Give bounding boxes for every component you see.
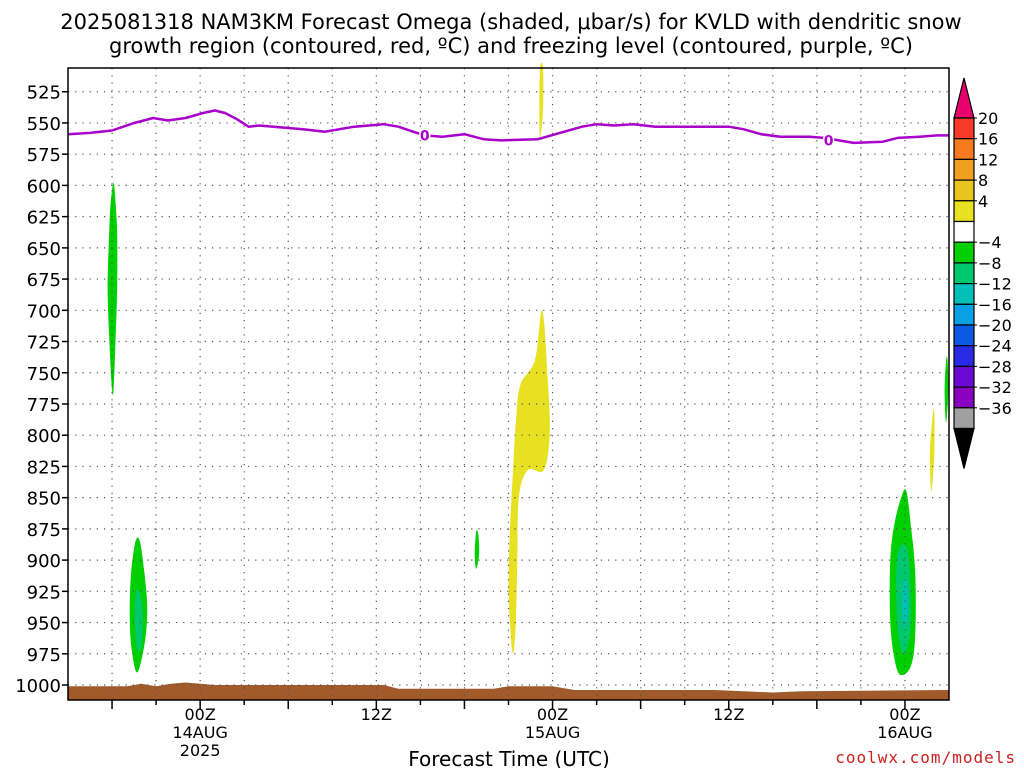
x-tick-label-12Z: 12Z — [361, 705, 392, 724]
y-tick-label-575: 575 — [27, 145, 61, 166]
x-axis-label: Forecast Time (UTC) — [408, 747, 610, 768]
colorbar-label: −28 — [978, 357, 1012, 376]
colorbar-segment — [953, 200, 975, 223]
colorbar-segment — [953, 365, 975, 388]
colorbar-segment — [953, 303, 975, 326]
omega-region-4 — [539, 62, 544, 138]
colorbar-label: −8 — [978, 254, 1002, 273]
omega-region-1 — [107, 182, 118, 396]
y-tick-label-900: 900 — [27, 551, 61, 572]
y-tick-label-750: 750 — [27, 364, 61, 385]
colorbar-segment — [953, 158, 975, 181]
colorbar-segment — [953, 324, 975, 347]
chart-title-line-2: growth region (contoured, red, ºC) and f… — [109, 34, 913, 58]
x-tick-label-00Z: 00Z — [889, 705, 920, 724]
y-tick-label-775: 775 — [27, 395, 61, 416]
colorbar-segment — [953, 220, 975, 243]
y-axis: 525 550 575 600 625 650 675 700 725 750 775 800 825 8… — [15, 83, 68, 697]
x-tick-label-16AUG: 16AUG — [877, 723, 932, 742]
y-tick-label-625: 625 — [27, 208, 61, 229]
colorbar-label: −20 — [978, 316, 1012, 335]
colorbar-segment — [953, 117, 975, 140]
y-tick-label-875: 875 — [27, 520, 61, 541]
freezing-level-contour-label: 0 — [824, 133, 834, 149]
x-tick-label-14AUG: 14AUG — [172, 723, 227, 742]
colorbar-label: 12 — [978, 150, 998, 169]
omega-region-6 — [474, 530, 480, 569]
colorbar-label: 20 — [978, 109, 998, 128]
colorbar-label: −12 — [978, 275, 1012, 294]
y-tick-label-675: 675 — [27, 270, 61, 291]
x-tick-label-12Z: 12Z — [713, 705, 744, 724]
colorbar-label: −36 — [978, 399, 1012, 418]
y-tick-label-650: 650 — [27, 239, 61, 260]
colorbar-label: −32 — [978, 378, 1012, 397]
omega-region-3 — [134, 589, 143, 652]
x-tick-label-00Z: 00Z — [184, 705, 215, 724]
watermark: coolwx.com/models — [835, 748, 1016, 767]
colorbar-segment — [953, 179, 975, 202]
y-tick-label-1000: 1000 — [15, 676, 61, 697]
colorbar-label: −16 — [978, 295, 1012, 314]
colorbar-label: −4 — [978, 233, 1002, 252]
x-tick-label-15AUG: 15AUG — [525, 723, 580, 742]
y-tick-label-550: 550 — [27, 114, 61, 135]
chart-title-line-1: 2025081318 NAM3KM Forecast Omega (shaded… — [60, 10, 961, 34]
terrain-layer — [68, 682, 949, 700]
y-tick-label-800: 800 — [27, 426, 61, 447]
colorbar-bottom-arrow — [953, 427, 975, 469]
colorbar-label: 4 — [978, 192, 988, 211]
freezing-level-line — [67, 109, 949, 145]
colorbar-segment — [953, 138, 975, 160]
colorbar-top-arrow — [953, 77, 975, 119]
y-tick-label-600: 600 — [27, 176, 61, 197]
y-tick-label-525: 525 — [27, 83, 61, 104]
y-tick-label-725: 725 — [27, 333, 61, 354]
terrain-fill — [68, 682, 949, 700]
colorbar-segment — [953, 262, 975, 285]
y-tick-label-950: 950 — [27, 614, 61, 635]
colorbar-segment — [953, 345, 975, 368]
x-tick-label-2025: 2025 — [180, 741, 221, 760]
y-tick-label-975: 975 — [27, 645, 61, 666]
y-tick-label-850: 850 — [27, 489, 61, 510]
colorbar-segment — [953, 241, 975, 264]
colorbar-label: 16 — [978, 130, 998, 149]
y-tick-label-925: 925 — [27, 582, 61, 603]
colorbar-segment — [953, 386, 975, 409]
x-tick-label-00Z: 00Z — [537, 705, 568, 724]
colorbar-label: 8 — [978, 171, 988, 190]
omega-region-5 — [508, 310, 550, 654]
colorbar-segment — [953, 283, 975, 305]
omega-shading-layer — [107, 62, 949, 676]
omega-region-11 — [929, 408, 935, 492]
colorbar-label: −24 — [978, 337, 1012, 356]
y-tick-label-825: 825 — [27, 457, 61, 478]
y-tick-label-700: 700 — [27, 301, 61, 322]
colorbar-segment — [953, 407, 975, 430]
freezing-level-contour-label: 0 — [420, 128, 430, 144]
grid-layer — [68, 68, 949, 700]
